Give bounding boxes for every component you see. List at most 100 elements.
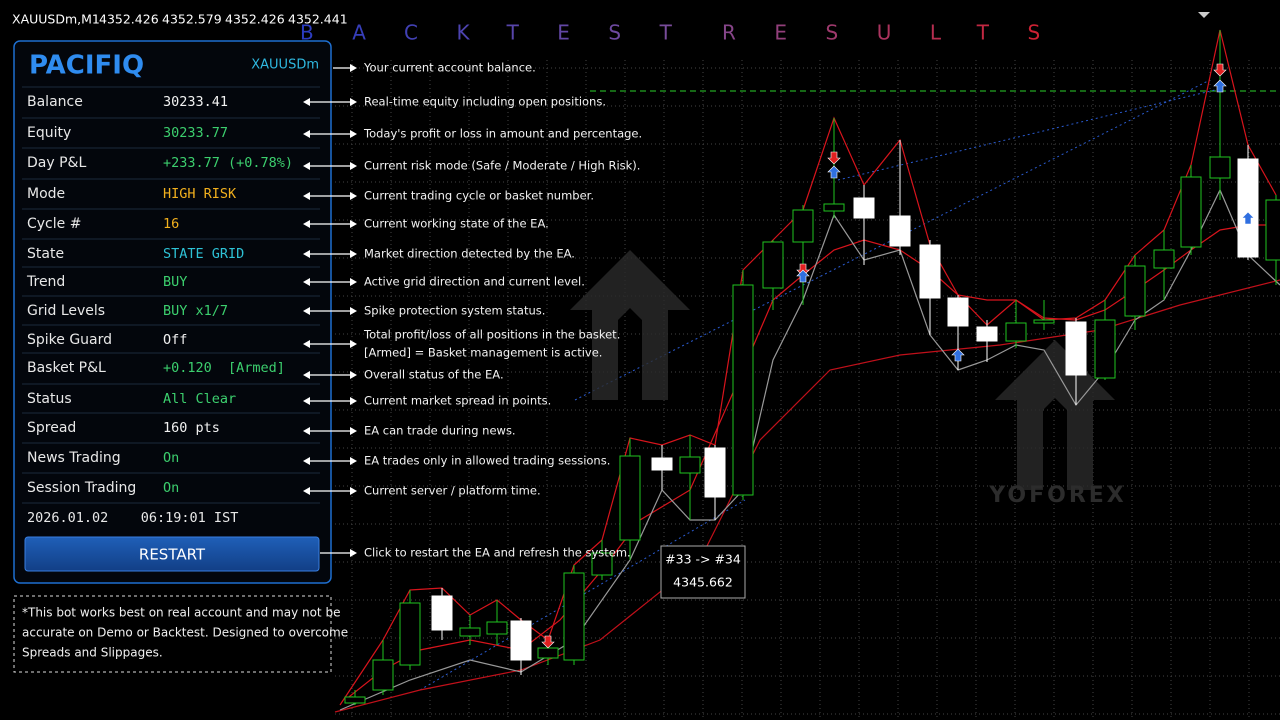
row-label: State [27, 246, 64, 262]
row-value: On [163, 480, 179, 496]
arrow-head [350, 371, 357, 379]
annotation: Active grid direction and current level. [364, 275, 585, 289]
annotation: Today's profit or loss in amount and per… [363, 127, 642, 141]
arrow-head [350, 487, 357, 495]
signal-arrow [1241, 211, 1255, 225]
disclaimer-line: Spreads and Slippages. [22, 646, 163, 660]
price: 4352.426 [225, 12, 285, 27]
row-label: Status [27, 391, 72, 407]
signal-arrow [827, 165, 841, 179]
row-value: 30233.77 [163, 125, 228, 141]
arrow-head [303, 371, 310, 379]
arrow-head [350, 192, 357, 200]
arrow-head [350, 64, 357, 72]
annotation: Current risk mode (Safe / Moderate / Hig… [364, 159, 640, 173]
annotation: Your current account balance. [363, 61, 536, 75]
candle-body [372, 659, 394, 691]
arrow-head [350, 250, 357, 258]
swing-line [339, 188, 1280, 711]
arrow-head [350, 278, 357, 286]
restart-button[interactable] [24, 536, 320, 572]
candle-body [486, 621, 508, 635]
price: 4352.426 [99, 12, 159, 27]
arrow-head [350, 307, 357, 315]
candle-body [679, 456, 701, 474]
candle-body [399, 602, 421, 666]
panel-symbol: XAUUSDm [251, 58, 319, 73]
arrow-head [303, 98, 310, 106]
row-value: 30233.41 [163, 94, 228, 110]
candle-body [1237, 158, 1259, 258]
candle-body [1033, 319, 1055, 324]
arrow-head [350, 457, 357, 465]
candle-body [1065, 321, 1087, 376]
signal-arrow [951, 348, 965, 362]
annotation: Click to restart the EA and refresh the … [364, 546, 631, 560]
watermark-logo [570, 250, 690, 400]
candle-body [823, 203, 845, 212]
row-value: BUY x1/7 [163, 303, 228, 319]
arrow-head [350, 427, 357, 435]
annotation: Real-time equity including open position… [364, 95, 606, 109]
ma-line [344, 224, 1280, 701]
candle-body [976, 326, 998, 342]
arrow-head [350, 340, 357, 348]
candle-body [1209, 156, 1231, 179]
banner-word: BACKTEST [300, 21, 710, 45]
candle-body [563, 572, 585, 661]
brand: PACIFIQ [29, 51, 144, 81]
candle-body [1094, 319, 1116, 379]
candle-body [510, 620, 532, 661]
row-label: Trend [26, 274, 65, 290]
arrow-head [303, 427, 310, 435]
row-value: +233.77 (+0.78%) [163, 155, 293, 171]
candle-body [1180, 176, 1202, 248]
row-label: Day P&L [27, 155, 86, 171]
panel [13, 40, 332, 584]
tooltip [660, 545, 746, 599]
symbol: XAUUSDm,M1 [12, 12, 100, 27]
row-label: Balance [27, 94, 83, 110]
row-label: Grid Levels [27, 303, 105, 319]
row-value: 16 [163, 216, 179, 232]
arrow-head [350, 220, 357, 228]
watermark: YOFOREX [988, 483, 1127, 508]
arrow-head [303, 278, 310, 286]
arrow-head [303, 130, 310, 138]
signal-arrow [1213, 63, 1227, 77]
candle-body [619, 455, 641, 541]
candle-body [431, 595, 453, 631]
row-value: BUY [163, 274, 187, 290]
row-label: Mode [27, 186, 65, 202]
row-label: News Trading [27, 450, 121, 466]
candle-body [591, 552, 613, 576]
row-label: Spread [27, 420, 76, 436]
candle-body [792, 209, 814, 243]
signal-arrow [796, 269, 810, 283]
row-label: Equity [27, 125, 71, 141]
candle-body [762, 241, 784, 289]
annotation: Overall status of the EA. [364, 368, 504, 382]
annotation: Current server / platform time. [364, 484, 541, 498]
banner-word: RESULTS [722, 21, 1079, 45]
signal-arrow [1213, 79, 1227, 93]
button-label[interactable]: RESTART [139, 546, 206, 564]
trend-line [837, 89, 1216, 181]
row-value: +0.120 [Armed] [163, 360, 285, 376]
row-value: All Clear [163, 391, 236, 407]
candle-body [732, 284, 754, 496]
price: 4352.441 [288, 12, 348, 27]
annotation: EA trades only in allowed trading sessio… [364, 454, 610, 468]
row-value: STATE GRID [163, 246, 244, 262]
row-label: Spike Guard [27, 332, 112, 348]
arrow-head [350, 130, 357, 138]
annotation: Current market spread in points. [364, 394, 551, 408]
arrow-head [303, 487, 310, 495]
annotation: Spike protection system status. [364, 304, 545, 318]
arrow-head [303, 250, 310, 258]
datetime: 2026.01.02 06:19:01 IST [27, 510, 238, 526]
candle-body [1153, 249, 1175, 269]
annotation: [Armed] = Basket management is active. [364, 346, 602, 360]
